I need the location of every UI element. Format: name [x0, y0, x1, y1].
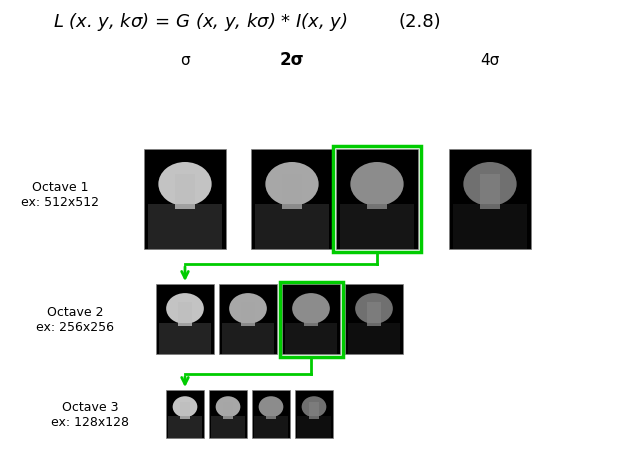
FancyBboxPatch shape	[367, 302, 381, 326]
Ellipse shape	[292, 293, 330, 324]
Text: L (x. y, $k\sigma$) = G (x, y, $k\sigma$) * I(x, y): L (x. y, $k\sigma$) = G (x, y, $k\sigma$…	[52, 11, 348, 33]
FancyBboxPatch shape	[211, 416, 245, 438]
FancyBboxPatch shape	[209, 390, 247, 438]
FancyBboxPatch shape	[255, 205, 329, 249]
FancyBboxPatch shape	[304, 302, 318, 326]
FancyBboxPatch shape	[252, 390, 290, 438]
Ellipse shape	[259, 397, 283, 417]
FancyBboxPatch shape	[336, 150, 418, 249]
FancyBboxPatch shape	[449, 150, 531, 249]
FancyBboxPatch shape	[219, 285, 277, 354]
FancyBboxPatch shape	[175, 174, 195, 210]
Ellipse shape	[463, 162, 517, 207]
FancyBboxPatch shape	[159, 323, 211, 354]
FancyBboxPatch shape	[266, 402, 276, 419]
FancyBboxPatch shape	[282, 174, 302, 210]
Ellipse shape	[216, 397, 241, 417]
Text: Octave 2
ex: 256x256: Octave 2 ex: 256x256	[36, 305, 114, 333]
FancyBboxPatch shape	[297, 416, 331, 438]
Ellipse shape	[266, 162, 319, 207]
FancyBboxPatch shape	[148, 205, 222, 249]
FancyBboxPatch shape	[348, 323, 400, 354]
FancyBboxPatch shape	[168, 416, 202, 438]
FancyBboxPatch shape	[241, 302, 255, 326]
FancyBboxPatch shape	[367, 174, 387, 210]
FancyBboxPatch shape	[254, 416, 288, 438]
FancyBboxPatch shape	[166, 390, 204, 438]
FancyBboxPatch shape	[295, 390, 333, 438]
FancyBboxPatch shape	[285, 323, 337, 354]
FancyBboxPatch shape	[224, 402, 232, 419]
FancyBboxPatch shape	[480, 174, 500, 210]
FancyBboxPatch shape	[282, 285, 340, 354]
FancyBboxPatch shape	[251, 150, 333, 249]
Text: Octave 1
ex: 512x512: Octave 1 ex: 512x512	[21, 180, 99, 208]
FancyBboxPatch shape	[345, 285, 403, 354]
Text: 2σ: 2σ	[280, 51, 304, 69]
FancyBboxPatch shape	[144, 150, 226, 249]
FancyBboxPatch shape	[181, 402, 189, 419]
Text: Octave 3
ex: 128x128: Octave 3 ex: 128x128	[51, 400, 129, 428]
Ellipse shape	[302, 397, 326, 417]
Ellipse shape	[229, 293, 267, 324]
Ellipse shape	[158, 162, 212, 207]
Text: σ: σ	[180, 52, 190, 67]
Ellipse shape	[351, 162, 404, 207]
FancyBboxPatch shape	[340, 205, 414, 249]
Text: (2.8): (2.8)	[399, 13, 441, 31]
Ellipse shape	[166, 293, 204, 324]
FancyBboxPatch shape	[222, 323, 274, 354]
Text: 4σ: 4σ	[481, 52, 500, 67]
FancyBboxPatch shape	[156, 285, 214, 354]
FancyBboxPatch shape	[178, 302, 192, 326]
Ellipse shape	[173, 397, 198, 417]
Ellipse shape	[355, 293, 393, 324]
FancyBboxPatch shape	[309, 402, 319, 419]
FancyBboxPatch shape	[453, 205, 527, 249]
